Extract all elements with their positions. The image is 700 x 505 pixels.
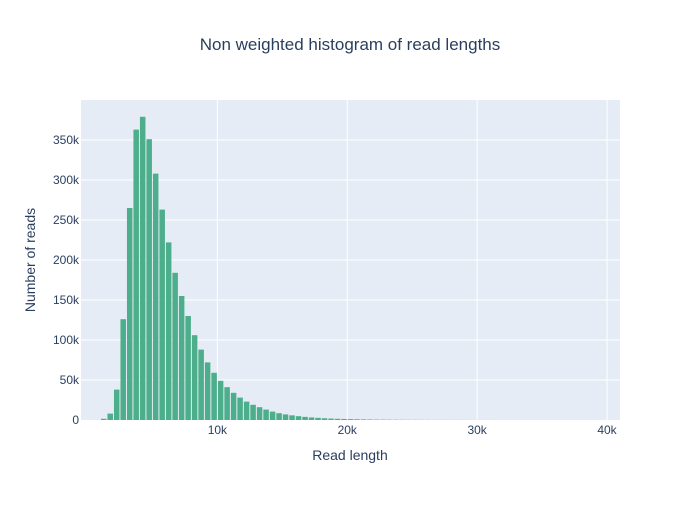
histogram-bar <box>354 419 359 420</box>
histogram-bar <box>276 413 281 420</box>
chart-title: Non weighted histogram of read lengths <box>200 35 501 54</box>
histogram-bar <box>328 419 333 420</box>
histogram-bar <box>127 208 132 420</box>
y-tick-label: 350k <box>53 133 80 147</box>
histogram-bar <box>172 273 177 420</box>
histogram-bar <box>192 335 197 420</box>
x-tick-label: 40k <box>597 423 617 437</box>
histogram-bar <box>302 417 307 420</box>
histogram-bar <box>159 210 164 420</box>
x-tick-label: 20k <box>338 423 358 437</box>
histogram-bar <box>140 117 145 420</box>
histogram-bar <box>211 373 216 420</box>
y-tick-label: 150k <box>53 293 80 307</box>
histogram-bar <box>315 418 320 420</box>
y-axis-ticks: 0 50k 100k 150k 200k 250k 300k 350k <box>53 133 80 427</box>
y-axis-label: Number of reads <box>22 208 38 312</box>
histogram-bar <box>361 419 366 420</box>
x-axis-label: Read length <box>312 447 388 463</box>
histogram-bar <box>289 415 294 420</box>
x-tick-label: 10k <box>208 423 228 437</box>
x-tick-label: 30k <box>467 423 487 437</box>
histogram-bar <box>348 419 353 420</box>
histogram-bar <box>185 316 190 420</box>
histogram-bar <box>120 319 125 420</box>
y-tick-label: 200k <box>53 253 80 267</box>
histogram-bar <box>153 174 158 420</box>
histogram-bar <box>218 381 223 420</box>
histogram-bar <box>335 419 340 420</box>
histogram-bar <box>107 414 112 420</box>
histogram-bar <box>166 242 171 420</box>
histogram-bar <box>244 402 249 420</box>
histogram-bar <box>263 410 268 420</box>
y-tick-label: 50k <box>60 373 80 387</box>
histogram-bar <box>270 412 275 420</box>
x-axis-ticks: 10k 20k 30k 40k <box>208 423 618 437</box>
histogram-bar <box>322 418 327 420</box>
histogram-bar <box>205 362 210 420</box>
histogram-bar <box>296 416 301 420</box>
histogram-bar <box>257 407 262 420</box>
y-tick-label: 250k <box>53 213 80 227</box>
histogram-bar <box>250 405 255 420</box>
histogram-bar <box>101 419 106 420</box>
histogram-bar <box>114 390 119 420</box>
histogram-bar <box>133 130 138 420</box>
y-tick-label: 300k <box>53 173 80 187</box>
histogram-bar <box>283 414 288 420</box>
histogram-bar <box>146 139 151 420</box>
histogram-bar <box>198 350 203 420</box>
y-tick-label: 0 <box>72 413 79 427</box>
histogram-bar <box>237 398 242 420</box>
histogram-bar <box>224 387 229 420</box>
y-tick-label: 100k <box>53 333 80 347</box>
histogram-bar <box>231 393 236 420</box>
histogram-bar <box>179 296 184 420</box>
histogram-bar <box>309 417 314 420</box>
histogram-bar <box>341 419 346 420</box>
